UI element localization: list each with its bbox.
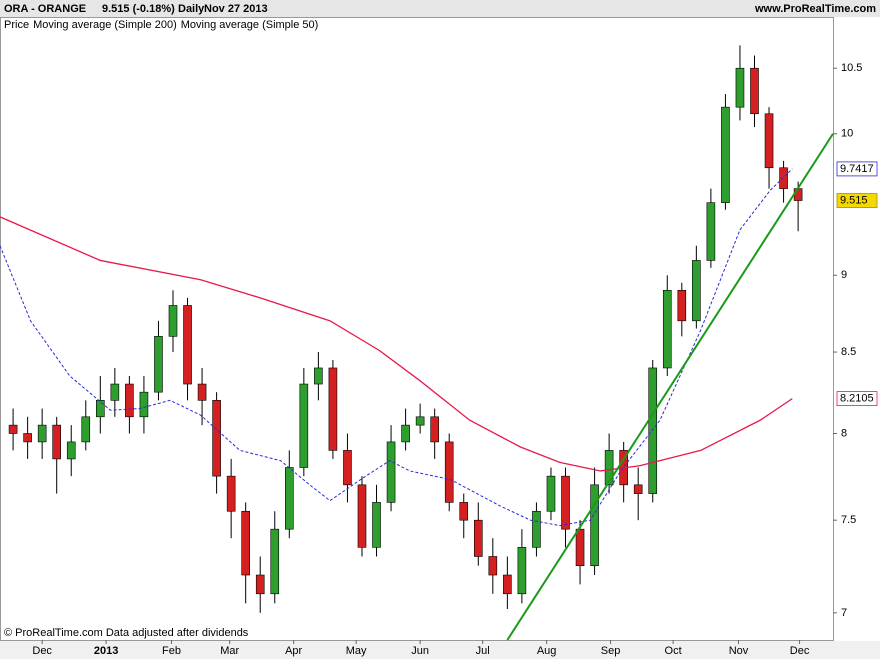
candle-body	[386, 441, 396, 503]
source: www.ProRealTime.com	[754, 3, 876, 15]
candle-body	[212, 400, 221, 477]
y-tick-label: 8.5	[841, 346, 856, 358]
candle-body	[52, 424, 61, 460]
x-tick-label: Dec	[790, 645, 810, 657]
x-axis-bar	[0, 641, 880, 659]
x-tick-label: Nov	[729, 645, 749, 657]
last-value-box	[836, 161, 878, 177]
candle-body	[488, 556, 498, 576]
candle-body	[343, 450, 352, 486]
candle-body	[270, 528, 280, 595]
candle-body	[692, 260, 701, 322]
interval: Daily	[178, 3, 205, 15]
candle-body	[677, 289, 687, 322]
candle-body	[473, 519, 483, 557]
candle-body	[750, 67, 759, 115]
y-tick-label: 9	[841, 269, 847, 281]
candle-body	[299, 383, 309, 468]
last-value-label: 9.515	[840, 194, 868, 206]
legend-entry: Price	[4, 19, 29, 31]
candle-body	[154, 336, 163, 393]
candle-body	[23, 433, 32, 443]
quote: 9.515 (-0.18%)	[102, 3, 175, 15]
candle-body	[96, 400, 105, 418]
candle-body	[430, 416, 439, 443]
x-tick-label: Jul	[476, 645, 490, 657]
candle-body	[241, 510, 250, 576]
footer: © ProRealTime.com Data adjusted after di…	[4, 627, 249, 639]
candle-body	[357, 484, 367, 548]
candle-body	[284, 467, 294, 530]
candle-body	[503, 574, 512, 595]
candle-body	[110, 383, 120, 401]
candle-body	[8, 424, 18, 434]
x-tick-label: Oct	[665, 645, 682, 657]
y-tick-label: 7.5	[841, 514, 856, 526]
x-tick-label: Apr	[285, 645, 302, 657]
last-value-label: 8.2105	[840, 393, 874, 405]
candle-body	[590, 484, 599, 567]
candle-body	[372, 502, 381, 548]
candle-body	[37, 424, 47, 443]
candle-body	[81, 416, 91, 443]
candle-body	[459, 502, 469, 521]
x-tick-label: Aug	[537, 645, 557, 657]
x-tick-label: Feb	[162, 645, 181, 657]
candle-body	[197, 383, 207, 401]
candle-body	[706, 202, 716, 261]
candle-body	[764, 113, 774, 169]
moving-average	[0, 168, 793, 527]
candle-body	[575, 528, 585, 567]
candle-body	[793, 188, 803, 201]
candle-body	[139, 391, 149, 418]
candle-body	[604, 450, 614, 486]
last-value-label: 9.7417	[840, 163, 874, 175]
x-tick-label: Jun	[411, 645, 429, 657]
x-tick-label: May	[346, 645, 367, 657]
x-tick-label: Mar	[220, 645, 239, 657]
candle-body	[633, 484, 643, 494]
candle-body	[328, 367, 338, 451]
instrument: ORA - ORANGE	[4, 3, 86, 15]
x-tick-label: Dec	[32, 645, 52, 657]
date: Nov 27 2013	[204, 3, 268, 15]
candle-body	[401, 424, 410, 443]
legend-entry: Moving average (Simple 50)	[181, 19, 319, 31]
y-tick-label: 7	[841, 607, 847, 619]
header-bar	[0, 0, 880, 17]
candle-body	[168, 305, 178, 337]
trendline	[506, 133, 834, 641]
plot-area	[0, 17, 834, 641]
candle-body	[255, 574, 265, 595]
candle-body	[779, 167, 788, 189]
y-tick-label: 8	[841, 427, 847, 439]
candle-body	[546, 475, 556, 512]
candle-body	[314, 367, 323, 385]
x-tick-label: Sep	[601, 645, 621, 657]
candle-body	[183, 305, 192, 385]
y-tick-label: 10.5	[841, 62, 862, 74]
candle-body	[66, 441, 76, 460]
x-tick-label: 2013	[94, 645, 118, 657]
y-tick-label: 10	[841, 128, 853, 140]
candle-body	[532, 510, 541, 548]
candle-body	[444, 441, 454, 503]
candle-body	[721, 106, 730, 203]
candle-body	[561, 475, 570, 530]
candle-body	[662, 289, 672, 369]
moving-average	[0, 216, 793, 472]
last-value-box	[836, 193, 878, 208]
candle-body	[125, 383, 134, 418]
last-value-box	[836, 391, 878, 407]
legend-entry: Moving average (Simple 200)	[33, 19, 177, 31]
candle-body	[517, 547, 527, 595]
candle-body	[735, 67, 745, 108]
candle-body	[648, 367, 658, 494]
candle-body	[226, 475, 236, 512]
candle-body	[415, 416, 425, 426]
